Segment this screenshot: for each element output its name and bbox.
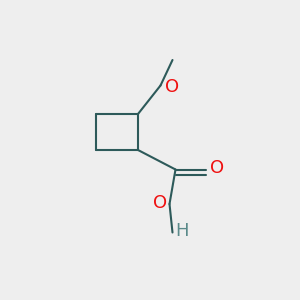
Text: O: O xyxy=(153,194,167,211)
Text: H: H xyxy=(176,222,189,240)
Text: O: O xyxy=(165,78,179,96)
Text: O: O xyxy=(210,159,224,177)
